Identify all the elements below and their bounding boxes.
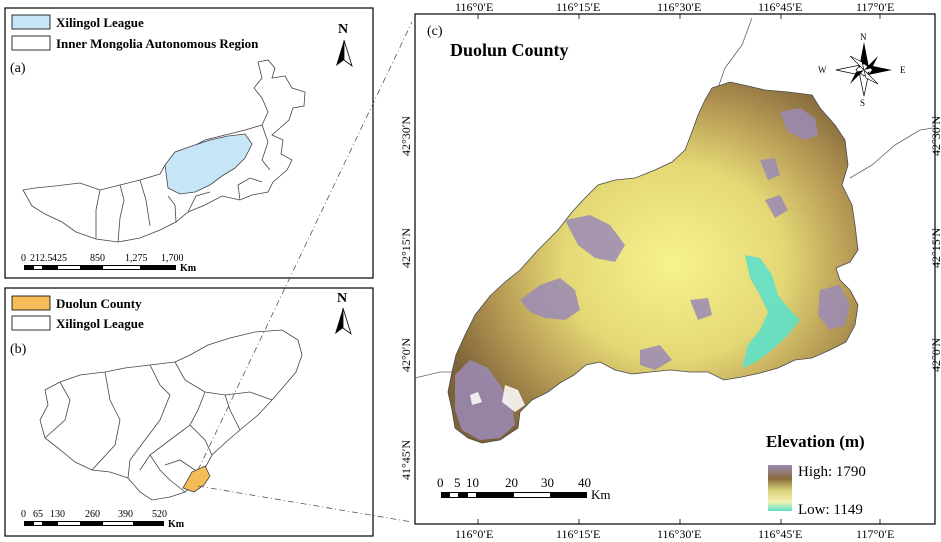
elevation-high-label: High: 1790 xyxy=(798,464,866,480)
scale-a-tick-0: 0 xyxy=(21,253,26,264)
scale-b-tick-3: 260 xyxy=(85,509,100,520)
panel-c-tag: (c) xyxy=(427,24,443,39)
longitude-labels: 116°0′E 116°15′E 116°30′E 116°45′E 117°0… xyxy=(455,0,894,541)
scale-c-tick-3: 20 xyxy=(505,475,518,490)
panel-a: Xilingol League Inner Mongolia Autonomou… xyxy=(4,7,374,279)
compass-n: N xyxy=(860,32,867,42)
lat-left-3: 41°45′N xyxy=(399,440,413,480)
scale-a-tick-1: 212.5 xyxy=(30,253,53,264)
inner-mongolia-map xyxy=(22,59,306,243)
lat-left-2: 42°0′N xyxy=(399,338,413,372)
scale-b-tick-1: 65 xyxy=(33,509,43,520)
lat-left-0: 42°30′N xyxy=(399,116,413,156)
legend-label-xilingol: Xilingol League xyxy=(56,15,144,30)
scale-b-tick-0: 0 xyxy=(21,509,26,520)
latitude-labels: 42°30′N 42°15′N 42°0′N 41°45′N 42°30′N 4… xyxy=(399,116,941,480)
compass-rose-icon: N S E W xyxy=(818,32,906,108)
compass-s: S xyxy=(860,98,865,108)
duolun-county-highlight xyxy=(182,465,211,493)
lon-top-2: 116°30′E xyxy=(657,0,701,14)
lon-top-1: 116°15′E xyxy=(556,0,600,14)
low-elevation-river xyxy=(742,255,800,368)
lat-right-0: 42°30′N xyxy=(929,116,941,156)
connector-lines xyxy=(197,21,413,523)
lon-bottom-3: 116°45′E xyxy=(758,527,802,541)
legend-label-duolun: Duolun County xyxy=(56,296,142,311)
lon-top-0: 116°0′E xyxy=(455,0,493,14)
scale-c-tick-5: 40 xyxy=(578,475,591,490)
lon-bottom-2: 116°30′E xyxy=(657,527,701,541)
lat-left-1: 42°15′N xyxy=(399,228,413,268)
scale-b-tick-4: 390 xyxy=(118,509,133,520)
scale-c-tick-1: 5 xyxy=(454,475,461,490)
lon-top-4: 117°0′E xyxy=(856,0,894,14)
scale-bar-c: 0 5 10 20 30 40 Km xyxy=(437,475,611,502)
elevation-legend: Elevation (m) High: 1790 Low: 1149 xyxy=(766,432,866,518)
lat-right-1: 42°15′N xyxy=(929,228,941,268)
panel-c: 116°0′E 116°15′E 116°30′E 116°45′E 117°0… xyxy=(399,0,941,541)
panel-a-frame xyxy=(4,7,374,279)
north-label-b: N xyxy=(337,291,347,306)
legend-label-xilingol-b: Xilingol League xyxy=(56,316,144,331)
lon-bottom-4: 117°0′E xyxy=(856,527,894,541)
scale-c-tick-4: 30 xyxy=(541,475,554,490)
north-arrow-icon: N xyxy=(336,22,353,68)
scale-c-tick-2: 10 xyxy=(466,475,479,490)
panel-a-tag: (a) xyxy=(10,61,26,76)
white-peaks xyxy=(470,385,525,412)
legend-label-inner-mongolia: Inner Mongolia Autonomous Region xyxy=(56,36,259,51)
north-label: N xyxy=(338,22,348,37)
scale-a-tick-4: 1,275 xyxy=(125,253,148,264)
scale-b-unit: Km xyxy=(168,519,185,530)
elevation-low-label: Low: 1149 xyxy=(798,502,863,518)
elevation-legend-title: Elevation (m) xyxy=(766,432,865,451)
neighbor-boundaries xyxy=(414,17,934,379)
lon-bottom-1: 116°15′E xyxy=(556,527,600,541)
scale-b-tick-5: 520 xyxy=(152,509,167,520)
legend-swatch-duolun xyxy=(11,295,51,311)
compass-e: E xyxy=(900,65,906,75)
xilingol-league-map xyxy=(39,329,303,501)
scale-a-tick-2: 425 xyxy=(52,253,67,264)
map-title: Duolun County xyxy=(450,40,569,60)
xilingol-region-highlight xyxy=(164,133,253,195)
lon-bottom-0: 116°0′E xyxy=(455,527,493,541)
north-arrow-icon: N xyxy=(335,291,352,336)
legend-swatch-xilingol-b xyxy=(11,315,51,331)
scale-b-tick-2: 130 xyxy=(50,509,65,520)
scale-a-tick-3: 850 xyxy=(90,253,105,264)
legend-swatch-inner-mongolia xyxy=(11,35,51,51)
lon-top-3: 116°45′E xyxy=(758,0,802,14)
legend-swatch-xilingol xyxy=(11,14,51,30)
scale-bar-b: 0 65 130 260 390 520 Km xyxy=(21,509,185,530)
high-elevation-patches xyxy=(455,108,850,440)
scale-c-tick-0: 0 xyxy=(437,475,444,490)
elevation-gradient-bar xyxy=(768,465,792,511)
lat-right-2: 42°0′N xyxy=(929,338,941,372)
scale-c-unit: Km xyxy=(591,487,611,502)
scale-bar-a: 0 212.5 425 850 1,275 1,700 Km xyxy=(21,253,197,274)
panel-b: Duolun County Xilingol League (b) N xyxy=(4,287,374,537)
compass-w: W xyxy=(818,65,827,75)
panel-b-tag: (b) xyxy=(10,342,27,357)
scale-a-unit: Km xyxy=(180,263,197,274)
scale-a-tick-5: 1,700 xyxy=(161,253,184,264)
